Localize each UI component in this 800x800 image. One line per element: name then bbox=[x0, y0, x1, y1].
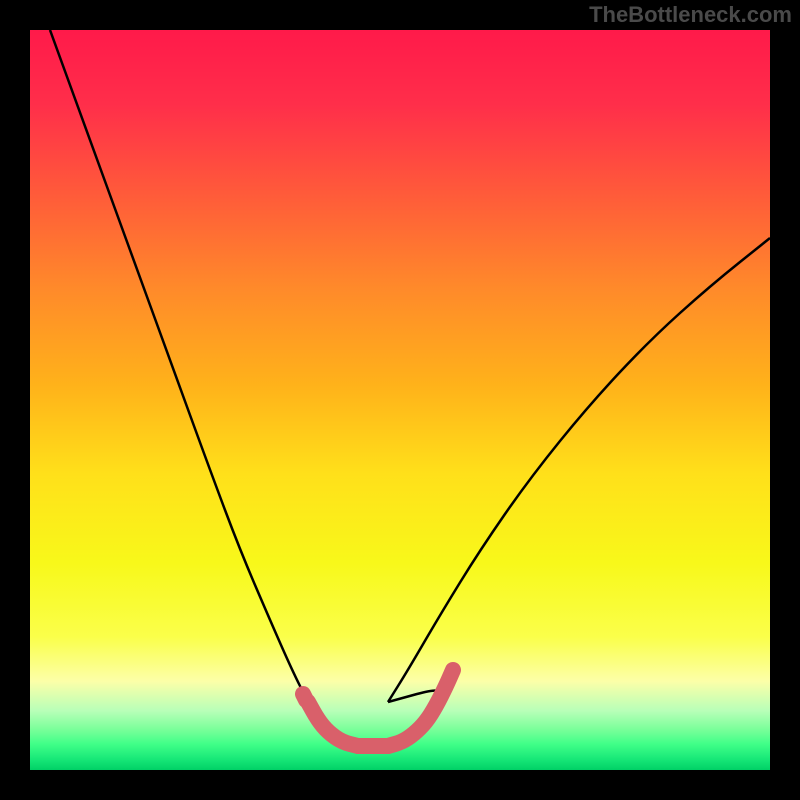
curve-layer bbox=[30, 30, 770, 770]
curve-left-branch bbox=[50, 30, 308, 702]
watermark-text: TheBottleneck.com bbox=[589, 2, 792, 28]
plot-area bbox=[30, 30, 770, 770]
highlight-right bbox=[388, 670, 453, 746]
curve-right-branch bbox=[388, 238, 770, 702]
highlight-left bbox=[308, 702, 358, 746]
